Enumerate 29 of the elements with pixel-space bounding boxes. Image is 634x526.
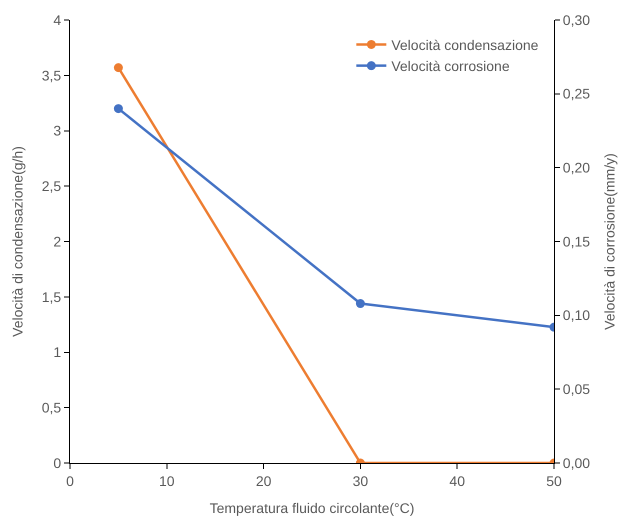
y-tick-label: 1 xyxy=(53,344,62,360)
x-tick-label: 20 xyxy=(256,472,272,489)
x-axis-title: Temperatura fluido circolante(°C) xyxy=(210,500,414,516)
y2-tick-label: 0,30 xyxy=(562,12,590,28)
y2-axis-title: Velocità di corrosione(mm/y) xyxy=(602,153,618,330)
y2-tick-label: 0,00 xyxy=(562,454,590,471)
y-tick-label: 3,5 xyxy=(42,67,62,84)
y2-tick-label: 0,05 xyxy=(562,381,590,398)
y-tick-label: 0,5 xyxy=(42,400,62,416)
y-axis-title: Velocità di condensazione(g/h) xyxy=(9,146,26,337)
y2-tick-label: 0,15 xyxy=(562,233,590,250)
y2-tick-label: 0,20 xyxy=(562,160,590,176)
x-tick-label: 40 xyxy=(449,472,466,489)
y-tick-label: 3 xyxy=(53,122,62,139)
point xyxy=(114,104,123,114)
y-tick-label: 0 xyxy=(53,454,62,471)
x-tick-label: 0 xyxy=(66,472,74,489)
y-tick-label: 2,5 xyxy=(42,178,62,194)
x-tick-label: 50 xyxy=(546,472,562,489)
x-tick-label: 30 xyxy=(352,472,368,489)
y2-tick-label: 0,25 xyxy=(562,86,590,102)
y-tick-label: 4 xyxy=(53,12,62,28)
y-tick-label: 1,5 xyxy=(42,288,62,305)
legend-label: Velocità condensazione xyxy=(391,36,539,53)
y-tick-label: 2 xyxy=(53,233,62,250)
point xyxy=(356,299,365,308)
legend-label: Velocità corrosione xyxy=(391,58,510,74)
x-tick-label: 10 xyxy=(159,472,175,489)
y2-tick-label: 0,10 xyxy=(562,307,590,324)
